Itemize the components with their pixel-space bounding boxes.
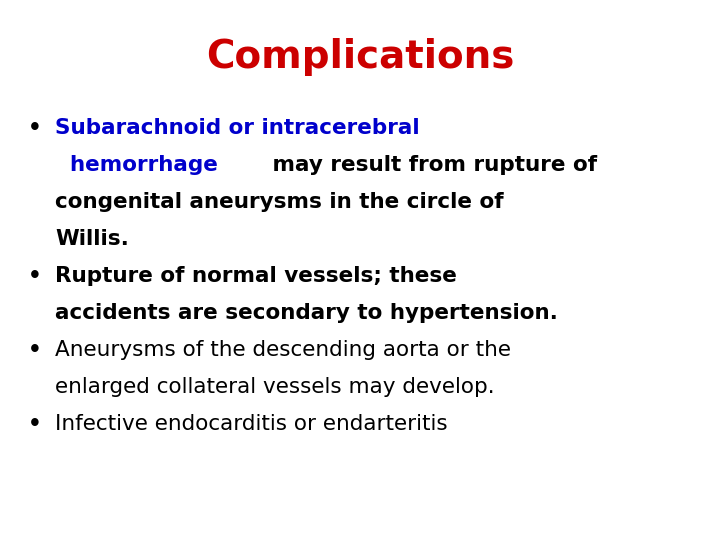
Text: hemorrhage: hemorrhage <box>55 155 218 175</box>
Text: congenital aneurysms in the circle of: congenital aneurysms in the circle of <box>55 192 503 212</box>
Text: •: • <box>28 118 42 138</box>
Text: Aneurysms of the descending aorta or the: Aneurysms of the descending aorta or the <box>55 340 511 360</box>
Text: •: • <box>28 414 42 434</box>
Text: Infective endocarditis or endarteritis: Infective endocarditis or endarteritis <box>55 414 448 434</box>
Text: enlarged collateral vessels may develop.: enlarged collateral vessels may develop. <box>55 377 495 397</box>
Text: •: • <box>28 340 42 360</box>
Text: Subarachnoid or intracerebral: Subarachnoid or intracerebral <box>55 118 420 138</box>
Text: Complications: Complications <box>206 38 514 76</box>
Text: Willis.: Willis. <box>55 229 129 249</box>
Text: accidents are secondary to hypertension.: accidents are secondary to hypertension. <box>55 303 558 323</box>
Text: may result from rupture of: may result from rupture of <box>265 155 598 175</box>
Text: Rupture of normal vessels; these: Rupture of normal vessels; these <box>55 266 457 286</box>
Text: •: • <box>28 266 42 286</box>
